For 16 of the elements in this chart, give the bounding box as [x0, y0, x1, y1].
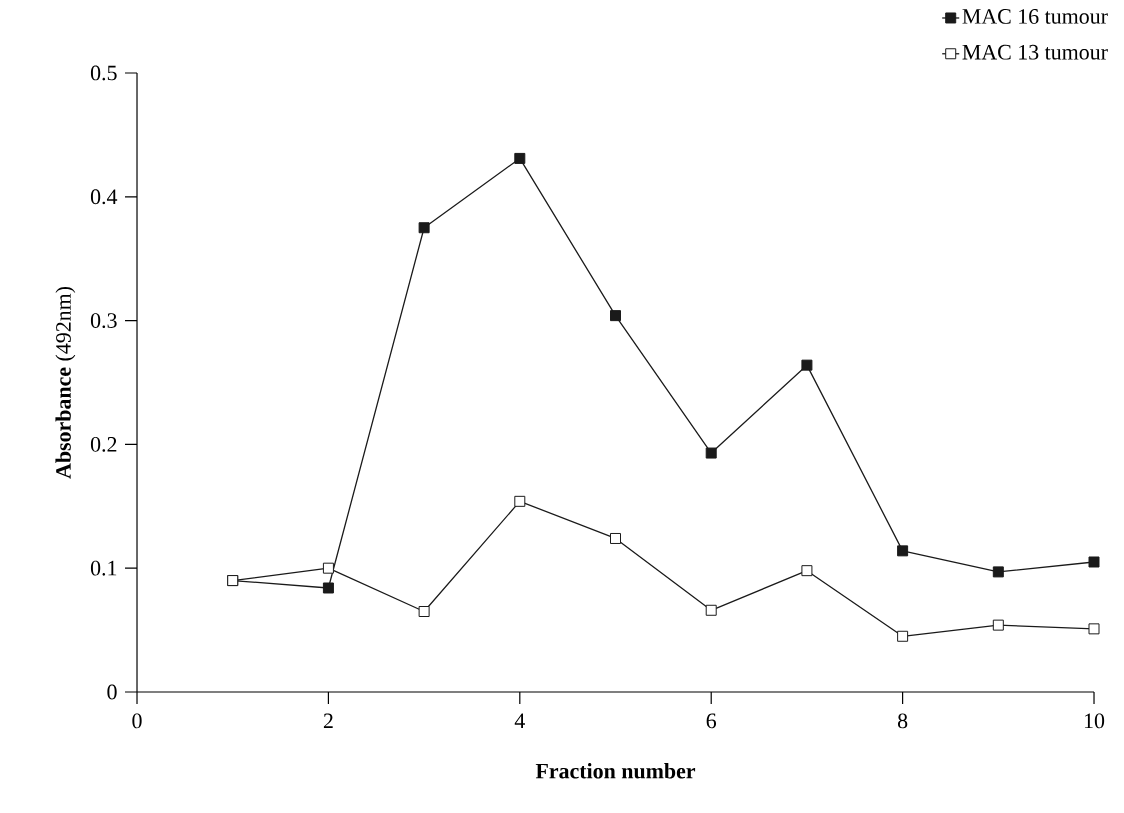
x-tick-label: 6	[706, 713, 717, 729]
x-tick-label: 8	[897, 713, 908, 729]
x-tick-label: 2	[323, 713, 333, 728]
x-axis-title: Fraction number	[535, 763, 696, 779]
y-axis-title: Absorbance (492nm)	[55, 286, 76, 479]
y-tick-label: 0.3	[90, 313, 117, 329]
x-tick-label: 0	[132, 713, 142, 729]
y-tick-label: 0	[107, 684, 117, 700]
y-tick-label: 0.5	[90, 65, 117, 81]
legend-label: MAC 16 tumour	[962, 9, 1108, 24]
legend-label: MAC 13 tumour	[962, 44, 1108, 60]
y-tick-label: 0.4	[90, 189, 118, 205]
x-tick-label: 10	[1084, 713, 1105, 729]
y-tick-label: 0.2	[90, 436, 117, 452]
y-tick-label: 0.1	[90, 560, 117, 576]
x-tick-label: 4	[514, 713, 525, 728]
